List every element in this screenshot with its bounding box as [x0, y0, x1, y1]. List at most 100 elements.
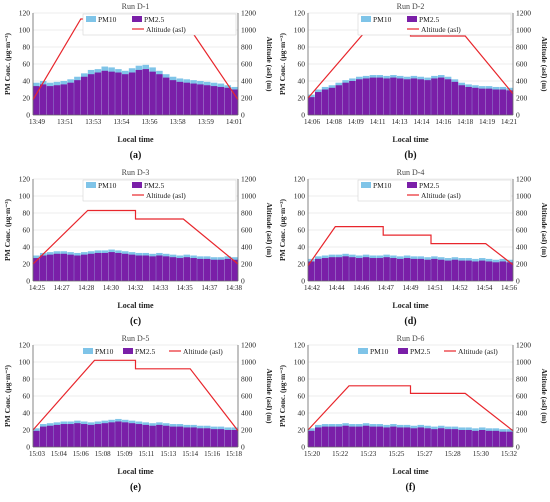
pm25-bar — [210, 86, 218, 115]
pm25-bar — [335, 85, 343, 115]
legend-box — [357, 179, 512, 202]
chart-title: Run D-6 — [397, 334, 425, 343]
pm25-bar — [67, 424, 74, 447]
pm25-bar — [224, 87, 232, 115]
pm25-bar — [444, 260, 452, 281]
pm25-bar — [149, 425, 156, 447]
pm25-bar — [465, 86, 472, 115]
x-axis-title: Local time — [117, 135, 154, 144]
y2-tick-label: 1200 — [241, 341, 256, 350]
pm25-bar — [197, 258, 204, 281]
pm25-bar — [183, 82, 191, 115]
x-tick-label: 14:42 — [304, 284, 320, 292]
legend-swatch-pm25 — [132, 16, 142, 22]
x-tick-label: 14:14 — [413, 118, 429, 126]
chart-title: Run D-2 — [397, 2, 425, 11]
chart-title: Run D-5 — [122, 334, 150, 343]
pm25-bar — [74, 255, 81, 281]
legend-label-pm25: PM2.5 — [410, 347, 430, 356]
pm25-bar — [465, 430, 472, 447]
pm25-bar — [390, 258, 397, 281]
pm25-bar — [231, 89, 238, 115]
pm25-bar — [46, 425, 54, 447]
pm25-bar — [369, 426, 377, 447]
pm25-bar — [156, 255, 163, 281]
y-tick-label: 20 — [298, 94, 306, 103]
pm25-bar — [53, 85, 61, 115]
pm25-bar — [342, 425, 349, 447]
pm25-bar — [355, 258, 363, 281]
x-tick-label: 14:51 — [427, 284, 443, 292]
pm25-bar — [376, 258, 384, 281]
chart-panel-4: Run D-4020406080100120020040060080010001… — [278, 168, 549, 327]
y-tick-label: 120 — [19, 341, 31, 350]
pm25-bar — [349, 426, 356, 447]
y-axis-title: PM Conc. (μg·m⁻³) — [278, 33, 287, 95]
y-tick-label: 0 — [301, 111, 305, 120]
x-tick-label: 13:54 — [113, 118, 129, 126]
pm25-bar — [210, 429, 218, 447]
panel-label: (e) — [130, 482, 141, 493]
y-tick-label: 80 — [298, 375, 306, 384]
y2-tick-label: 200 — [241, 94, 253, 103]
x-tick-label: 15:18 — [226, 450, 242, 458]
pm25-bar — [135, 255, 143, 281]
pm25-bar — [314, 427, 322, 447]
pm25-bar — [383, 257, 390, 281]
y-tick-label: 120 — [294, 175, 306, 184]
pm25-bar — [149, 256, 156, 281]
pm25-bar — [314, 258, 322, 281]
legend-label-pm10: PM10 — [98, 15, 117, 24]
x-tick-label: 14:18 — [457, 118, 473, 126]
pm25-bar — [108, 71, 115, 115]
y2-tick-label: 600 — [516, 60, 528, 69]
y2-tick-label: 200 — [241, 426, 253, 435]
pm25-bar — [121, 74, 129, 115]
pm25-bar — [362, 425, 370, 447]
x-axis-title: Local time — [117, 467, 154, 476]
x-axis-title: Local time — [392, 301, 429, 310]
pm25-bar — [308, 97, 315, 115]
x-tick-label: 14:33 — [152, 284, 168, 292]
pm25-bar — [424, 259, 431, 281]
chart-title: Run D-1 — [122, 2, 150, 11]
legend-swatch-pm10 — [358, 348, 368, 354]
y2-tick-label: 0 — [516, 443, 520, 452]
pm25-bar — [444, 79, 452, 115]
legend-swatch-pm10 — [86, 182, 96, 188]
legend-label-pm25: PM2.5 — [135, 347, 155, 356]
legend-label-pm10: PM10 — [98, 181, 117, 190]
y-tick-label: 100 — [294, 192, 306, 201]
pm25-bar — [335, 426, 343, 447]
pm25-bar — [431, 78, 438, 115]
pm25-bar — [94, 252, 102, 281]
pm25-bar — [437, 259, 445, 281]
y-tick-label: 20 — [298, 260, 306, 269]
legend-swatch-pm10 — [361, 16, 371, 22]
pm25-bar — [349, 257, 356, 281]
legend-label-altitude: Altitude (asl) — [146, 25, 186, 34]
pm25-bar — [492, 430, 500, 447]
pm25-bar — [135, 424, 143, 447]
x-tick-label: 14:38 — [226, 284, 242, 292]
pm25-bar — [39, 426, 47, 447]
pm25-bar — [403, 427, 411, 447]
pm25-bar — [478, 88, 486, 115]
pm25-bar — [410, 428, 418, 447]
pm25-bar — [80, 76, 88, 115]
pm25-bar — [217, 86, 225, 115]
pm25-bar — [101, 70, 109, 115]
pm25-bar — [437, 77, 445, 115]
legend-swatch-pm25 — [407, 16, 417, 22]
pm25-bar — [376, 426, 384, 447]
pm25-bar — [458, 430, 466, 447]
pm25-bar — [39, 255, 47, 281]
panel-label: (a) — [130, 150, 142, 161]
y2-tick-label: 200 — [516, 94, 528, 103]
pm25-bar — [499, 261, 507, 281]
y2-tick-label: 400 — [516, 243, 528, 252]
y2-axis-title: Altitude (asl) (m) — [265, 369, 274, 424]
pm25-bar — [390, 426, 397, 447]
pm25-bar — [231, 259, 238, 281]
y2-tick-label: 400 — [516, 77, 528, 86]
